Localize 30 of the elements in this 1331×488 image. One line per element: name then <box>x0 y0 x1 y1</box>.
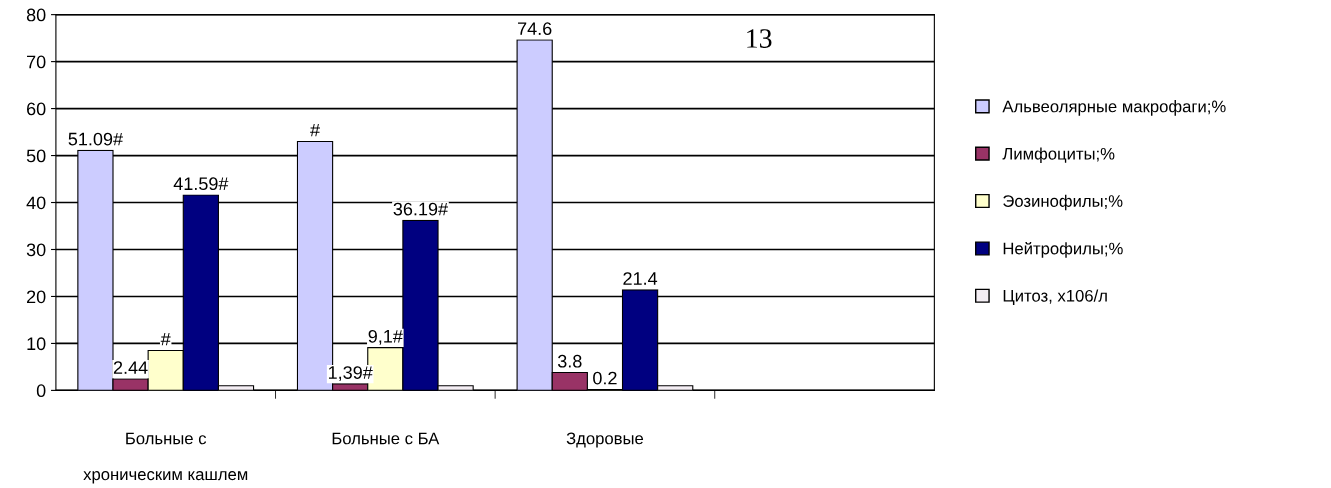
annotation: 13 <box>747 29 772 48</box>
legend-label: Цитоз, х106/л <box>1003 289 1107 305</box>
y-tick-label: 40 <box>26 196 46 210</box>
x-tick-label: Здоровые <box>566 432 644 448</box>
y-tick-label: 30 <box>26 243 46 257</box>
data-label: 51.09# <box>68 132 123 146</box>
legend-label: Лимфоциты;% <box>1002 147 1115 163</box>
data-label: 1,39# <box>328 366 373 382</box>
data-label: 21.4 <box>623 272 658 285</box>
y-tick-label: 20 <box>27 290 46 304</box>
data-label: # <box>310 123 320 137</box>
data-label: 9,1# <box>368 329 403 345</box>
category-label: Больные с хроническим кашлем <box>83 432 248 484</box>
y-tick-label: 60 <box>27 102 46 116</box>
data-label: 36.19# <box>393 202 448 216</box>
y-tick-label: 0 <box>36 384 46 398</box>
data-label: 74.6 <box>518 22 552 36</box>
y-tick-label: 10 <box>27 337 46 351</box>
y-tick-label: 70 <box>27 55 46 69</box>
data-label: 3.8 <box>557 354 582 368</box>
data-label: 0.2 <box>593 371 617 385</box>
data-label: # <box>160 332 171 346</box>
legend-label: Альвеолярные макрофаги;% <box>1002 100 1226 116</box>
y-tick-label: 50 <box>26 149 46 163</box>
x-tick-label: Больные с БА <box>332 432 440 445</box>
legend-label: Эозинофилы;% <box>1003 194 1123 211</box>
data-label: 2.44 <box>113 361 148 374</box>
y-tick-label: 80 <box>26 8 46 22</box>
legend-label: Нейтрофилы;% <box>1003 241 1123 258</box>
data-label: 41.59# <box>173 177 229 191</box>
